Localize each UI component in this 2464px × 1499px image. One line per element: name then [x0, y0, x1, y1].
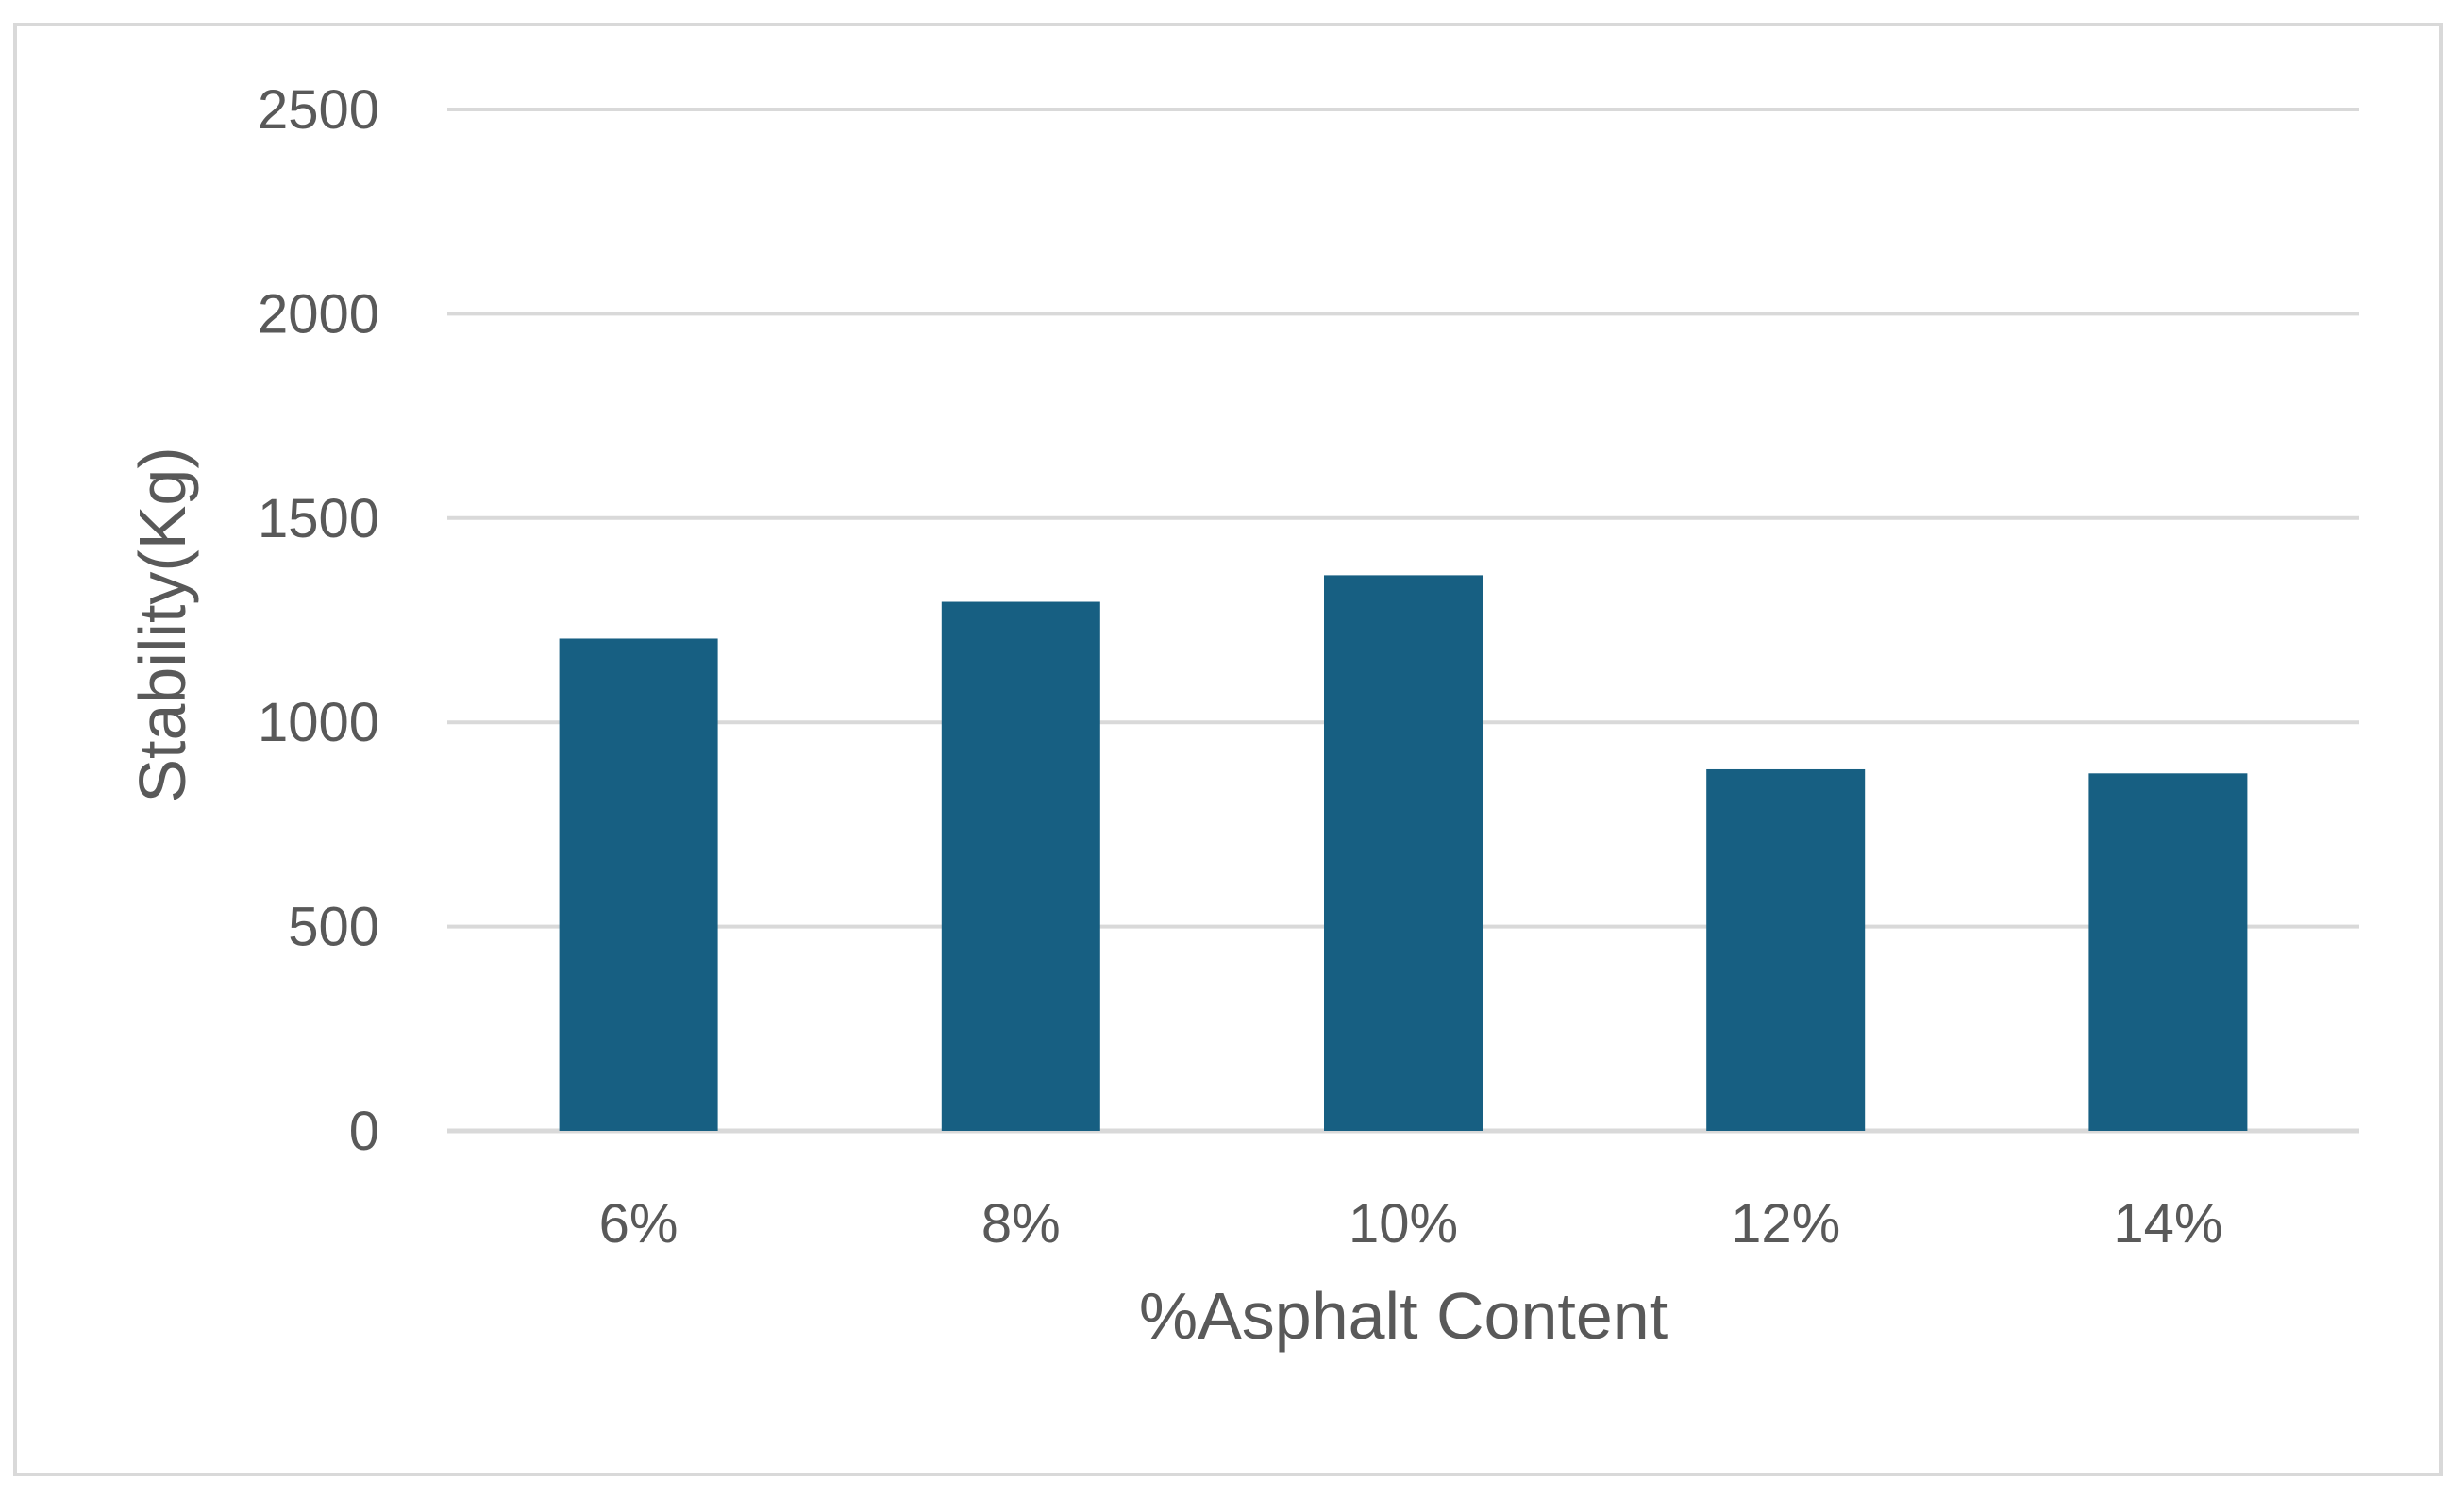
y-tick-label: 2000: [258, 283, 379, 345]
bar-12pct: [1706, 768, 1866, 1131]
bar-6pct: [559, 638, 718, 1131]
chart-frame: [13, 23, 2443, 1476]
x-axis-title: %Asphalt Content: [1139, 1279, 1668, 1353]
y-tick-label: 0: [349, 1101, 379, 1162]
y-axis-title: Stability(Kg): [126, 446, 199, 802]
gridlines: [447, 108, 2359, 1134]
bars: [559, 575, 2248, 1131]
x-tick-label: 12%: [1731, 1193, 1840, 1255]
bar-10pct: [1324, 575, 1483, 1131]
y-tick-label: 1500: [258, 488, 379, 549]
x-tick-label: 10%: [1349, 1193, 1458, 1255]
y-tick-label: 2500: [258, 79, 379, 141]
y-tick-labels: 0 500 1000 1500 2000 2500: [258, 79, 379, 1162]
x-tick-label: 6%: [599, 1193, 679, 1255]
bar-14pct: [2088, 773, 2248, 1131]
x-tick-labels: 6% 8% 10% 12% 14%: [599, 1193, 2223, 1255]
x-tick-label: 14%: [2113, 1193, 2222, 1255]
x-tick-label: 8%: [981, 1193, 1061, 1255]
y-tick-label: 500: [288, 897, 379, 958]
y-tick-label: 1000: [258, 692, 379, 753]
bar-8pct: [941, 601, 1100, 1131]
